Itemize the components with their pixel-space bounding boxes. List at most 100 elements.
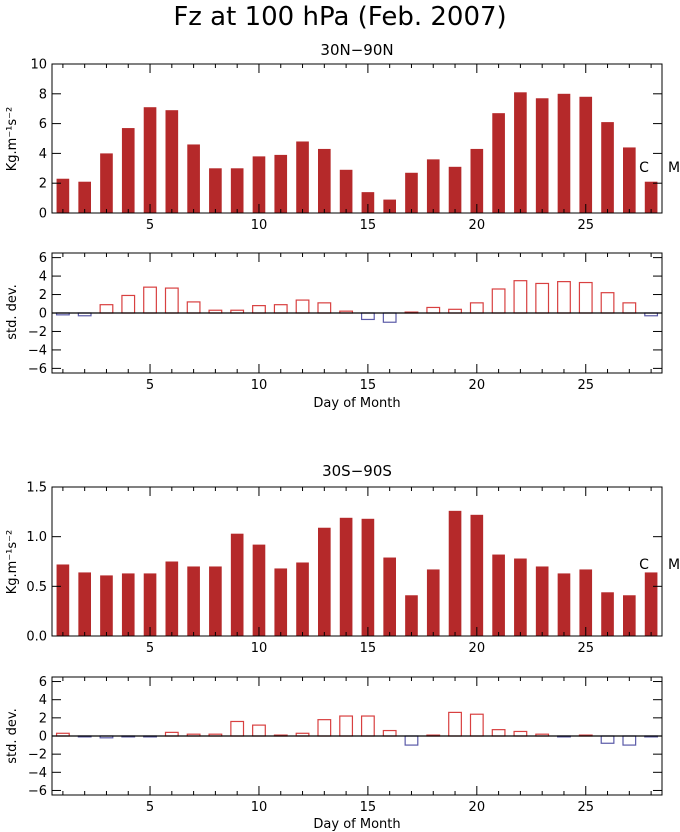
y-tick-label: −4	[28, 343, 47, 358]
x-tick-label: 5	[146, 800, 154, 815]
dev-bar-day-11	[273, 304, 288, 314]
dev-bar-day-10	[252, 724, 266, 737]
x-tick-label: 10	[251, 218, 268, 233]
annotation-c: C	[639, 557, 649, 573]
y-tick-label: 6	[39, 675, 47, 690]
y-tick-label: 2	[39, 177, 47, 192]
y-tick-label: 4	[39, 270, 47, 285]
bar-day-26	[601, 592, 614, 636]
bar-day-5	[143, 573, 157, 636]
bar-day-23	[535, 566, 549, 636]
bar-day-6	[165, 561, 179, 636]
bar-day-23	[535, 98, 549, 213]
dev-bar-day-4	[121, 294, 136, 314]
y-tick-label: 0	[39, 730, 47, 745]
x-tick-label: 20	[469, 218, 486, 233]
bar-day-16	[383, 199, 396, 213]
bar-day-22	[514, 558, 527, 636]
bar-day-17	[405, 595, 418, 636]
x-tick-label: 20	[469, 641, 486, 656]
bar-day-2	[78, 181, 91, 213]
x-tick-label: 15	[360, 800, 377, 815]
bar-day-18	[426, 569, 440, 636]
x-tick-label: 20	[469, 800, 486, 815]
plot-frame	[51, 486, 663, 637]
dev-bar-day-17	[404, 735, 419, 746]
dev-bar-day-16	[382, 729, 397, 737]
dev-bar-day-12	[295, 299, 310, 314]
bar-day-26	[601, 122, 614, 213]
bar-day-4	[121, 573, 135, 636]
bar-day-7	[187, 144, 200, 213]
bar-day-9	[230, 168, 244, 213]
bar-day-10	[252, 544, 266, 636]
dev-bar-day-15	[360, 715, 375, 737]
x-tick-label: 25	[577, 800, 594, 815]
bar-day-24	[557, 573, 571, 636]
x-tick-label: 10	[251, 641, 268, 656]
bar-day-20	[470, 148, 484, 213]
dev-bar-day-6	[164, 287, 179, 314]
bar-day-5	[143, 107, 157, 213]
bar-day-7	[187, 566, 200, 636]
y-tick-label: 6	[39, 117, 47, 132]
bar-day-3	[100, 575, 113, 636]
x-tick-label: 25	[577, 218, 594, 233]
bar-day-19	[448, 510, 462, 636]
dev-bar-day-19	[448, 711, 462, 737]
y-tick-label: 0	[39, 307, 47, 322]
dev-bar-day-20	[469, 713, 484, 737]
dev-bar-day-10	[252, 305, 266, 314]
bar-day-25	[579, 96, 593, 213]
annotation-m: M	[668, 557, 680, 573]
bar-day-13	[318, 148, 331, 213]
dev-bar-day-27	[622, 735, 637, 746]
bar-day-13	[318, 527, 331, 636]
bar-day-15	[361, 518, 375, 636]
y-tick-label: 1.0	[26, 530, 47, 545]
bar-day-22	[514, 92, 527, 213]
x-tick-label: 5	[146, 378, 154, 393]
dev-bar-day-3	[99, 304, 114, 314]
bar-day-25	[579, 569, 593, 636]
x-tick-label: 10	[251, 800, 268, 815]
dev-bar-day-23	[535, 282, 550, 314]
x-tick-label: 15	[360, 378, 377, 393]
bar-day-14	[339, 517, 353, 636]
x-tick-label: 10	[251, 378, 268, 393]
panel-title: 30S−90S	[322, 462, 392, 480]
y-axis-label: std. dev.	[5, 708, 20, 763]
bar-day-20	[470, 514, 484, 636]
bar-day-28	[644, 181, 658, 213]
bar-day-8	[209, 566, 222, 636]
y-tick-label: 0	[39, 207, 47, 222]
x-tick-label: 20	[469, 378, 486, 393]
dev-bar-day-15	[360, 312, 375, 321]
y-tick-label: 6	[39, 251, 47, 266]
x-tick-label: 15	[360, 218, 377, 233]
dev-bar-day-16	[382, 312, 397, 323]
x-axis-label: Day of Month	[313, 817, 400, 832]
dev-bar-day-21	[491, 288, 506, 314]
y-axis-label: Kg.m⁻¹s⁻²	[5, 107, 20, 172]
x-tick-label: 25	[577, 641, 594, 656]
bar-day-14	[339, 169, 353, 213]
bar-day-27	[623, 147, 636, 213]
y-tick-label: 4	[39, 147, 47, 162]
x-tick-label: 5	[146, 218, 154, 233]
y-tick-label: −2	[28, 325, 47, 340]
figure-title: Fz at 100 hPa (Feb. 2007)	[173, 2, 507, 32]
bar-day-28	[644, 572, 658, 636]
bar-day-24	[557, 93, 571, 213]
y-tick-label: −6	[28, 362, 47, 377]
bar-day-11	[274, 154, 288, 213]
x-tick-label: 15	[360, 641, 377, 656]
bar-day-18	[426, 159, 440, 213]
bar-day-9	[230, 533, 244, 636]
bar-day-1	[56, 178, 70, 213]
panel-title: 30N−90N	[320, 41, 393, 59]
y-tick-label: 0.5	[26, 580, 47, 595]
bar-day-6	[165, 110, 179, 213]
dev-bar-day-13	[317, 302, 332, 314]
